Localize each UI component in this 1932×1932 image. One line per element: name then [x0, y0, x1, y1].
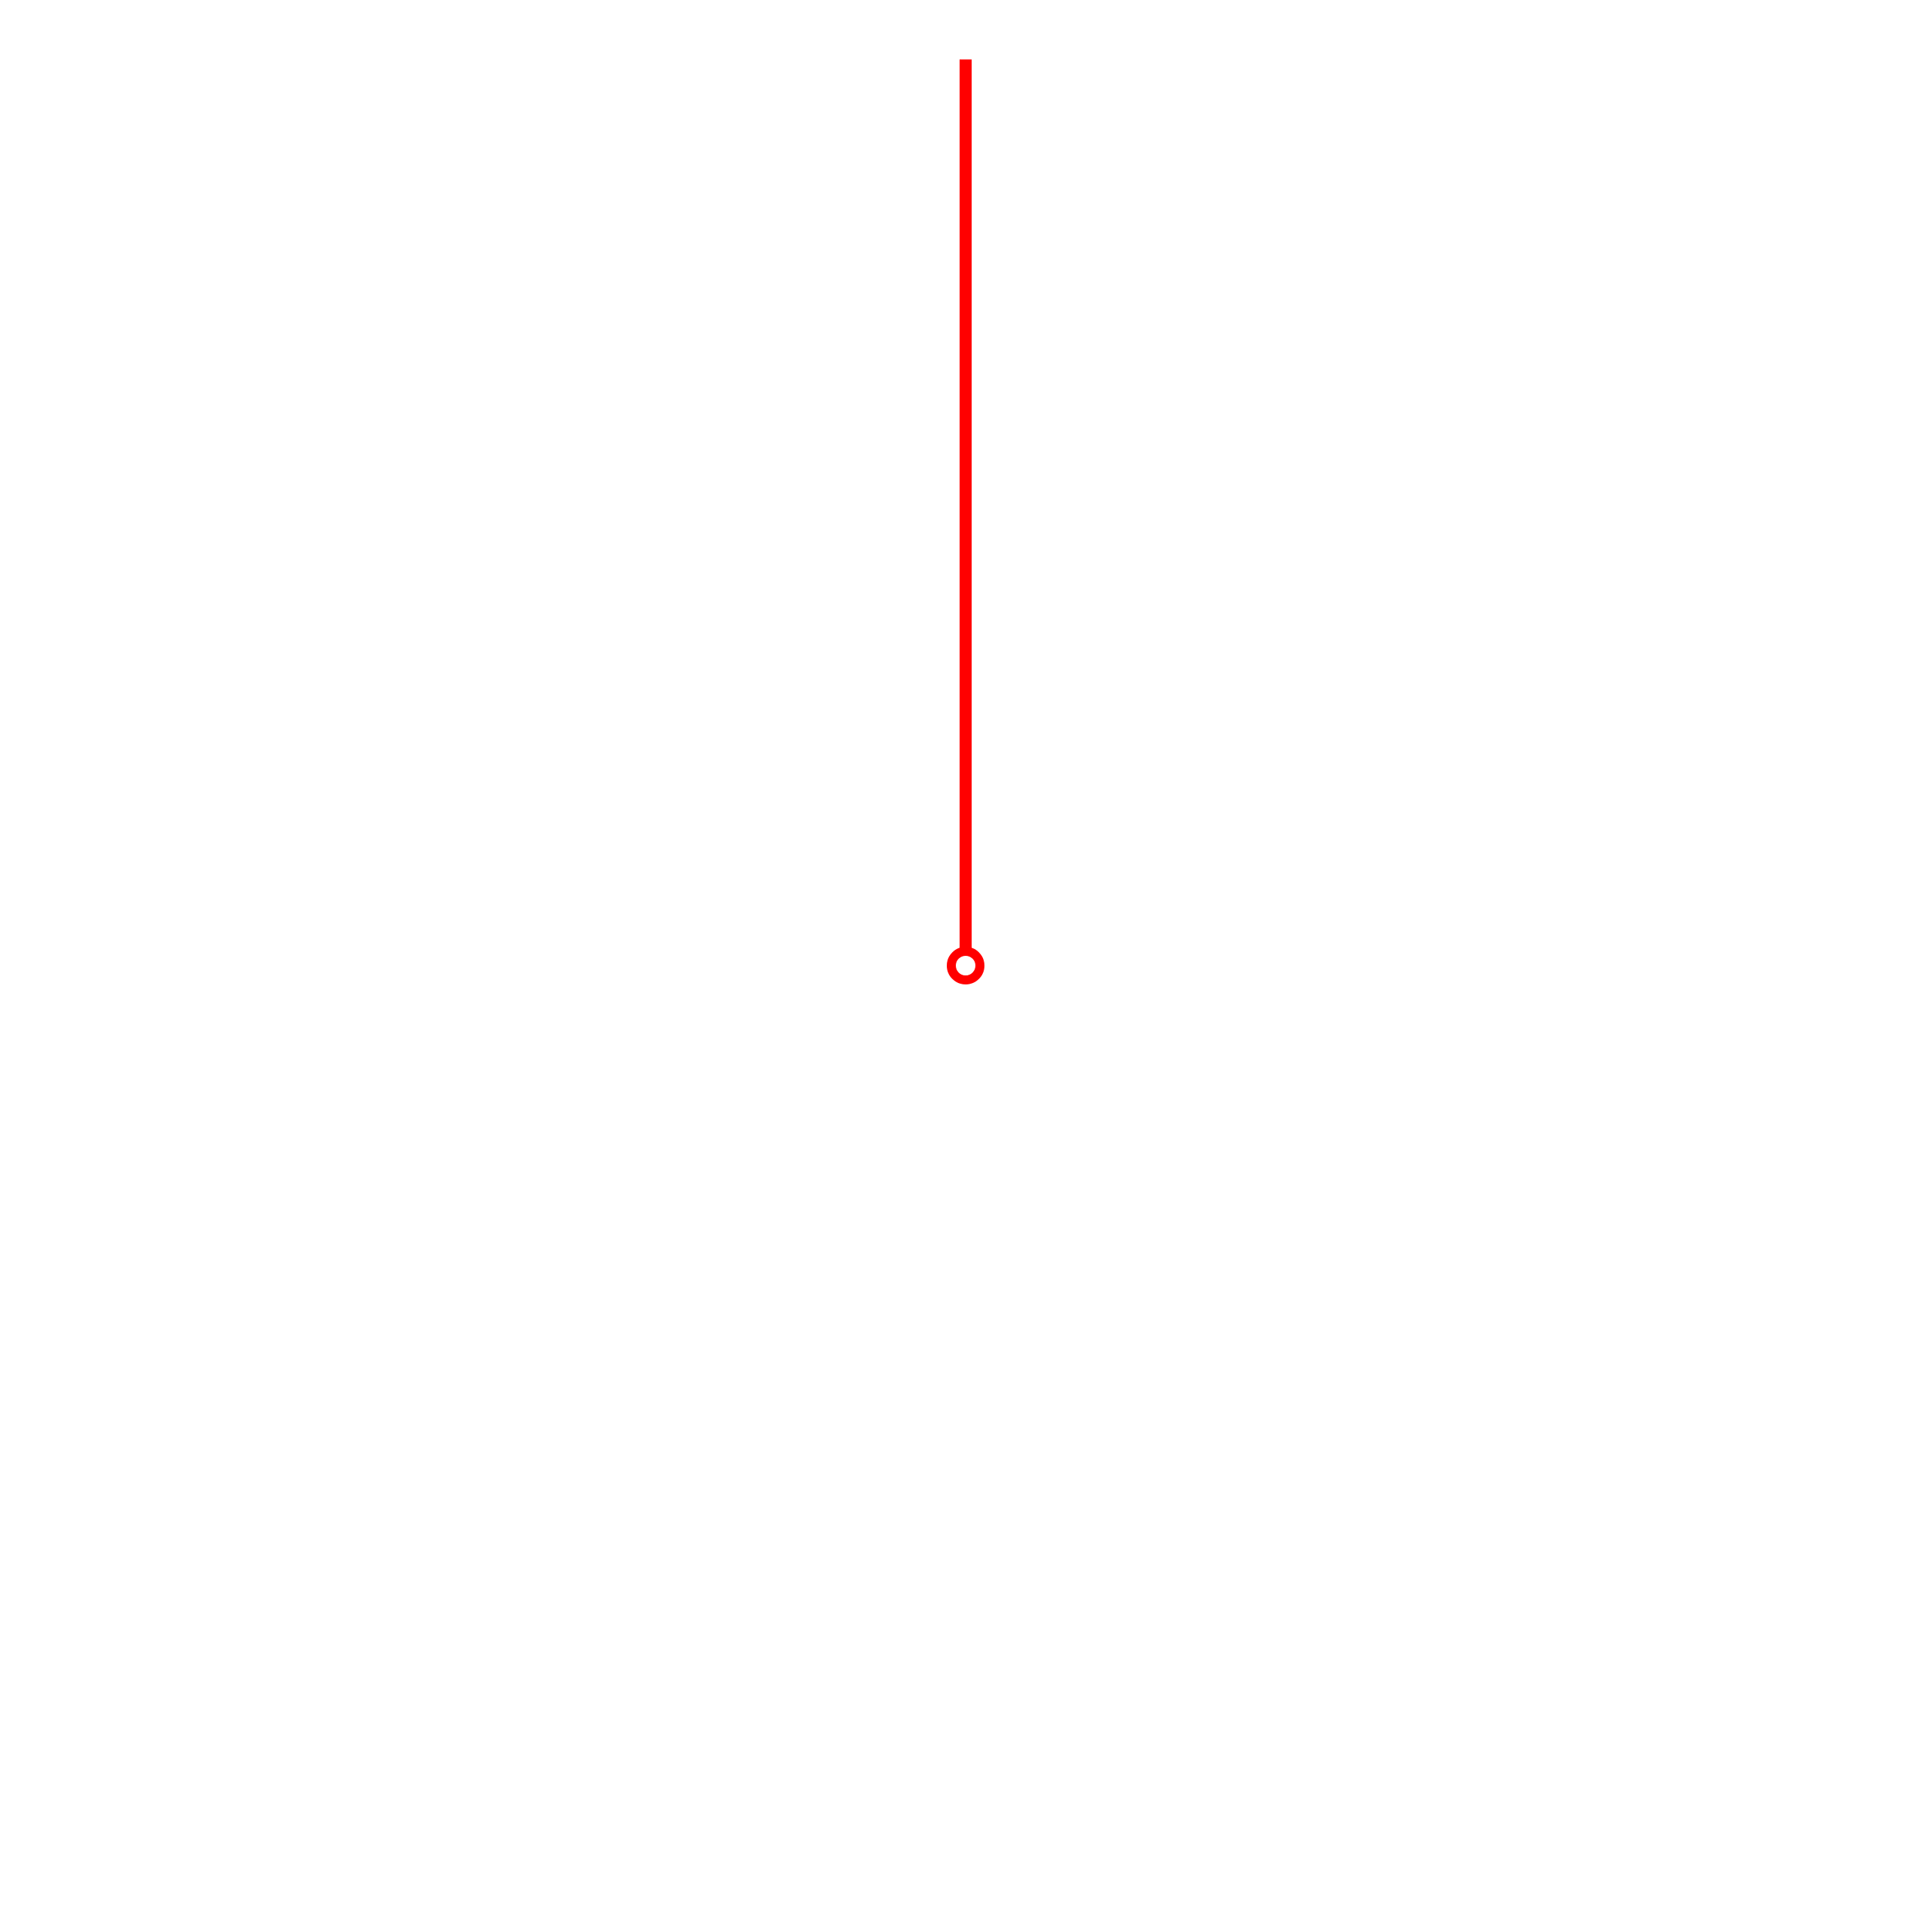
handle[interactable]	[947, 947, 984, 984]
